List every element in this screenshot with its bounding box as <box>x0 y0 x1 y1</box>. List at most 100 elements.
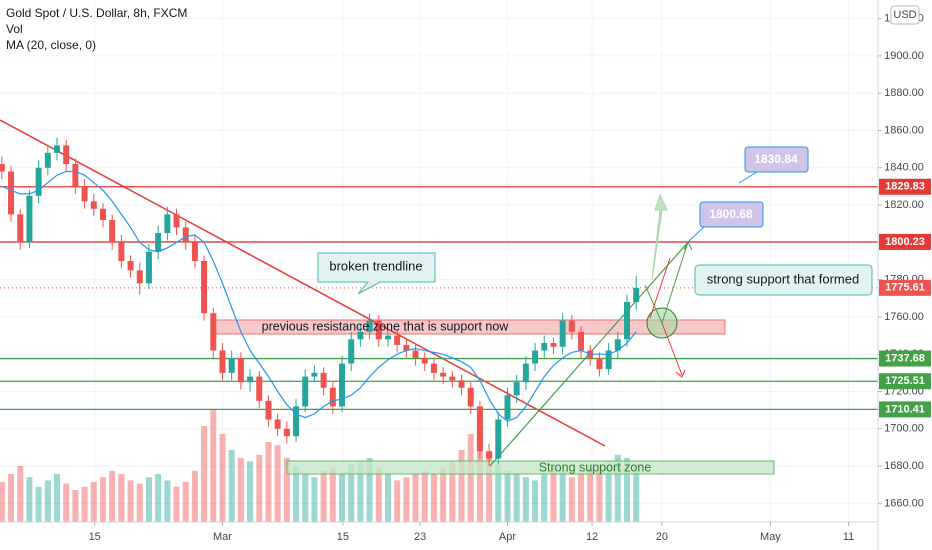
volume-bar <box>44 480 51 522</box>
candle-body <box>302 376 309 407</box>
volume-bar <box>624 458 631 522</box>
trendline <box>0 119 606 447</box>
volume-bar <box>614 454 621 522</box>
y-tick-label: 1700.00 <box>884 423 924 435</box>
levels <box>0 186 878 411</box>
volume-bar <box>90 482 97 522</box>
volume-bar <box>633 464 640 522</box>
candle-body <box>449 376 456 381</box>
y-tick-label: 1760.00 <box>884 311 924 323</box>
volume-bar <box>237 458 244 522</box>
volume-bar <box>265 442 272 522</box>
pointer <box>649 257 671 319</box>
arrow-down <box>661 322 686 378</box>
volume-bar <box>384 474 391 522</box>
x-tick-label: Mar <box>213 531 232 543</box>
volume-bar <box>17 466 24 522</box>
volume-bar <box>522 477 529 522</box>
volume-bar <box>568 477 575 522</box>
candle-body <box>467 387 474 407</box>
candle-body <box>522 363 529 383</box>
volume-bar <box>201 426 208 522</box>
y-tick-label: 1840.00 <box>884 162 924 174</box>
candle-body <box>633 287 640 303</box>
candle-body <box>320 372 327 388</box>
candle-body <box>550 343 557 347</box>
y-tick-label: 1900.00 <box>884 50 924 62</box>
volume-bar <box>430 474 437 522</box>
candle-body <box>532 350 539 364</box>
level-box <box>879 279 931 296</box>
volume-bar <box>247 461 254 522</box>
candle-body <box>247 376 254 383</box>
candle-body <box>403 344 410 351</box>
currency: USD <box>893 9 916 21</box>
candle-body <box>440 372 447 377</box>
candle-body <box>486 451 493 459</box>
indicator: Vol <box>6 22 23 36</box>
candle-body <box>568 320 575 332</box>
volume-bar <box>210 410 217 522</box>
volume-bar <box>486 454 493 522</box>
callout <box>694 264 873 296</box>
level-label: 1775.61 <box>885 282 925 294</box>
volume-bar <box>587 467 594 522</box>
candle-body <box>624 302 631 340</box>
volume-bar <box>136 483 143 522</box>
volume-bar <box>532 480 539 522</box>
annotation: Strong support zone <box>539 460 652 474</box>
volume-bar <box>283 458 290 522</box>
level-label: 1710.41 <box>885 403 925 415</box>
candle-body <box>274 419 281 429</box>
candle-body <box>164 214 171 234</box>
volume-bar <box>458 450 465 522</box>
level-box <box>879 401 931 418</box>
candle-body <box>44 152 51 168</box>
y-tick-label: 1660.00 <box>884 497 924 509</box>
volume-bar <box>550 467 557 522</box>
volume-bar <box>329 467 336 522</box>
volume-bar <box>155 474 162 522</box>
pointer <box>689 225 706 241</box>
candle-body <box>90 201 97 209</box>
volume-bar <box>0 482 5 522</box>
candle-body <box>201 261 208 314</box>
volume-bar <box>302 474 309 522</box>
candle-body <box>394 335 401 345</box>
y-tick-label: 1680.00 <box>884 460 924 472</box>
candle-body <box>35 167 42 196</box>
target-box <box>744 146 809 173</box>
candle-body <box>8 171 15 215</box>
volume-bar <box>118 474 125 522</box>
candle-body <box>72 164 79 187</box>
candle-body <box>118 242 125 261</box>
x-tick-label: May <box>760 531 781 543</box>
volume-bar <box>26 477 33 522</box>
candle-body <box>228 357 235 373</box>
target-label: 1830.84 <box>754 152 798 166</box>
volume-bar <box>476 442 483 522</box>
volume-bar <box>394 480 401 522</box>
volume-bar <box>320 470 327 522</box>
candle-body <box>136 270 143 284</box>
candle-body <box>495 419 502 459</box>
volume-bar <box>513 474 520 522</box>
target-box <box>699 201 764 228</box>
candle-body <box>237 357 244 383</box>
volume-bar <box>339 474 346 522</box>
indicator: MA (20, close, 0) <box>6 38 96 52</box>
candle-body <box>99 208 106 220</box>
level-label: 1800.23 <box>885 236 925 248</box>
x-tick-label: 20 <box>656 531 668 543</box>
volume-bar <box>467 434 474 522</box>
volume-bar <box>596 464 603 522</box>
volume-bar <box>63 483 70 522</box>
candle-body <box>596 357 603 370</box>
x-tick-label: Apr <box>499 531 516 543</box>
volume-bar <box>35 486 42 522</box>
volume-bar <box>366 458 373 522</box>
level-box <box>879 233 931 250</box>
volume-bar <box>440 467 447 522</box>
candle-body <box>366 320 373 332</box>
